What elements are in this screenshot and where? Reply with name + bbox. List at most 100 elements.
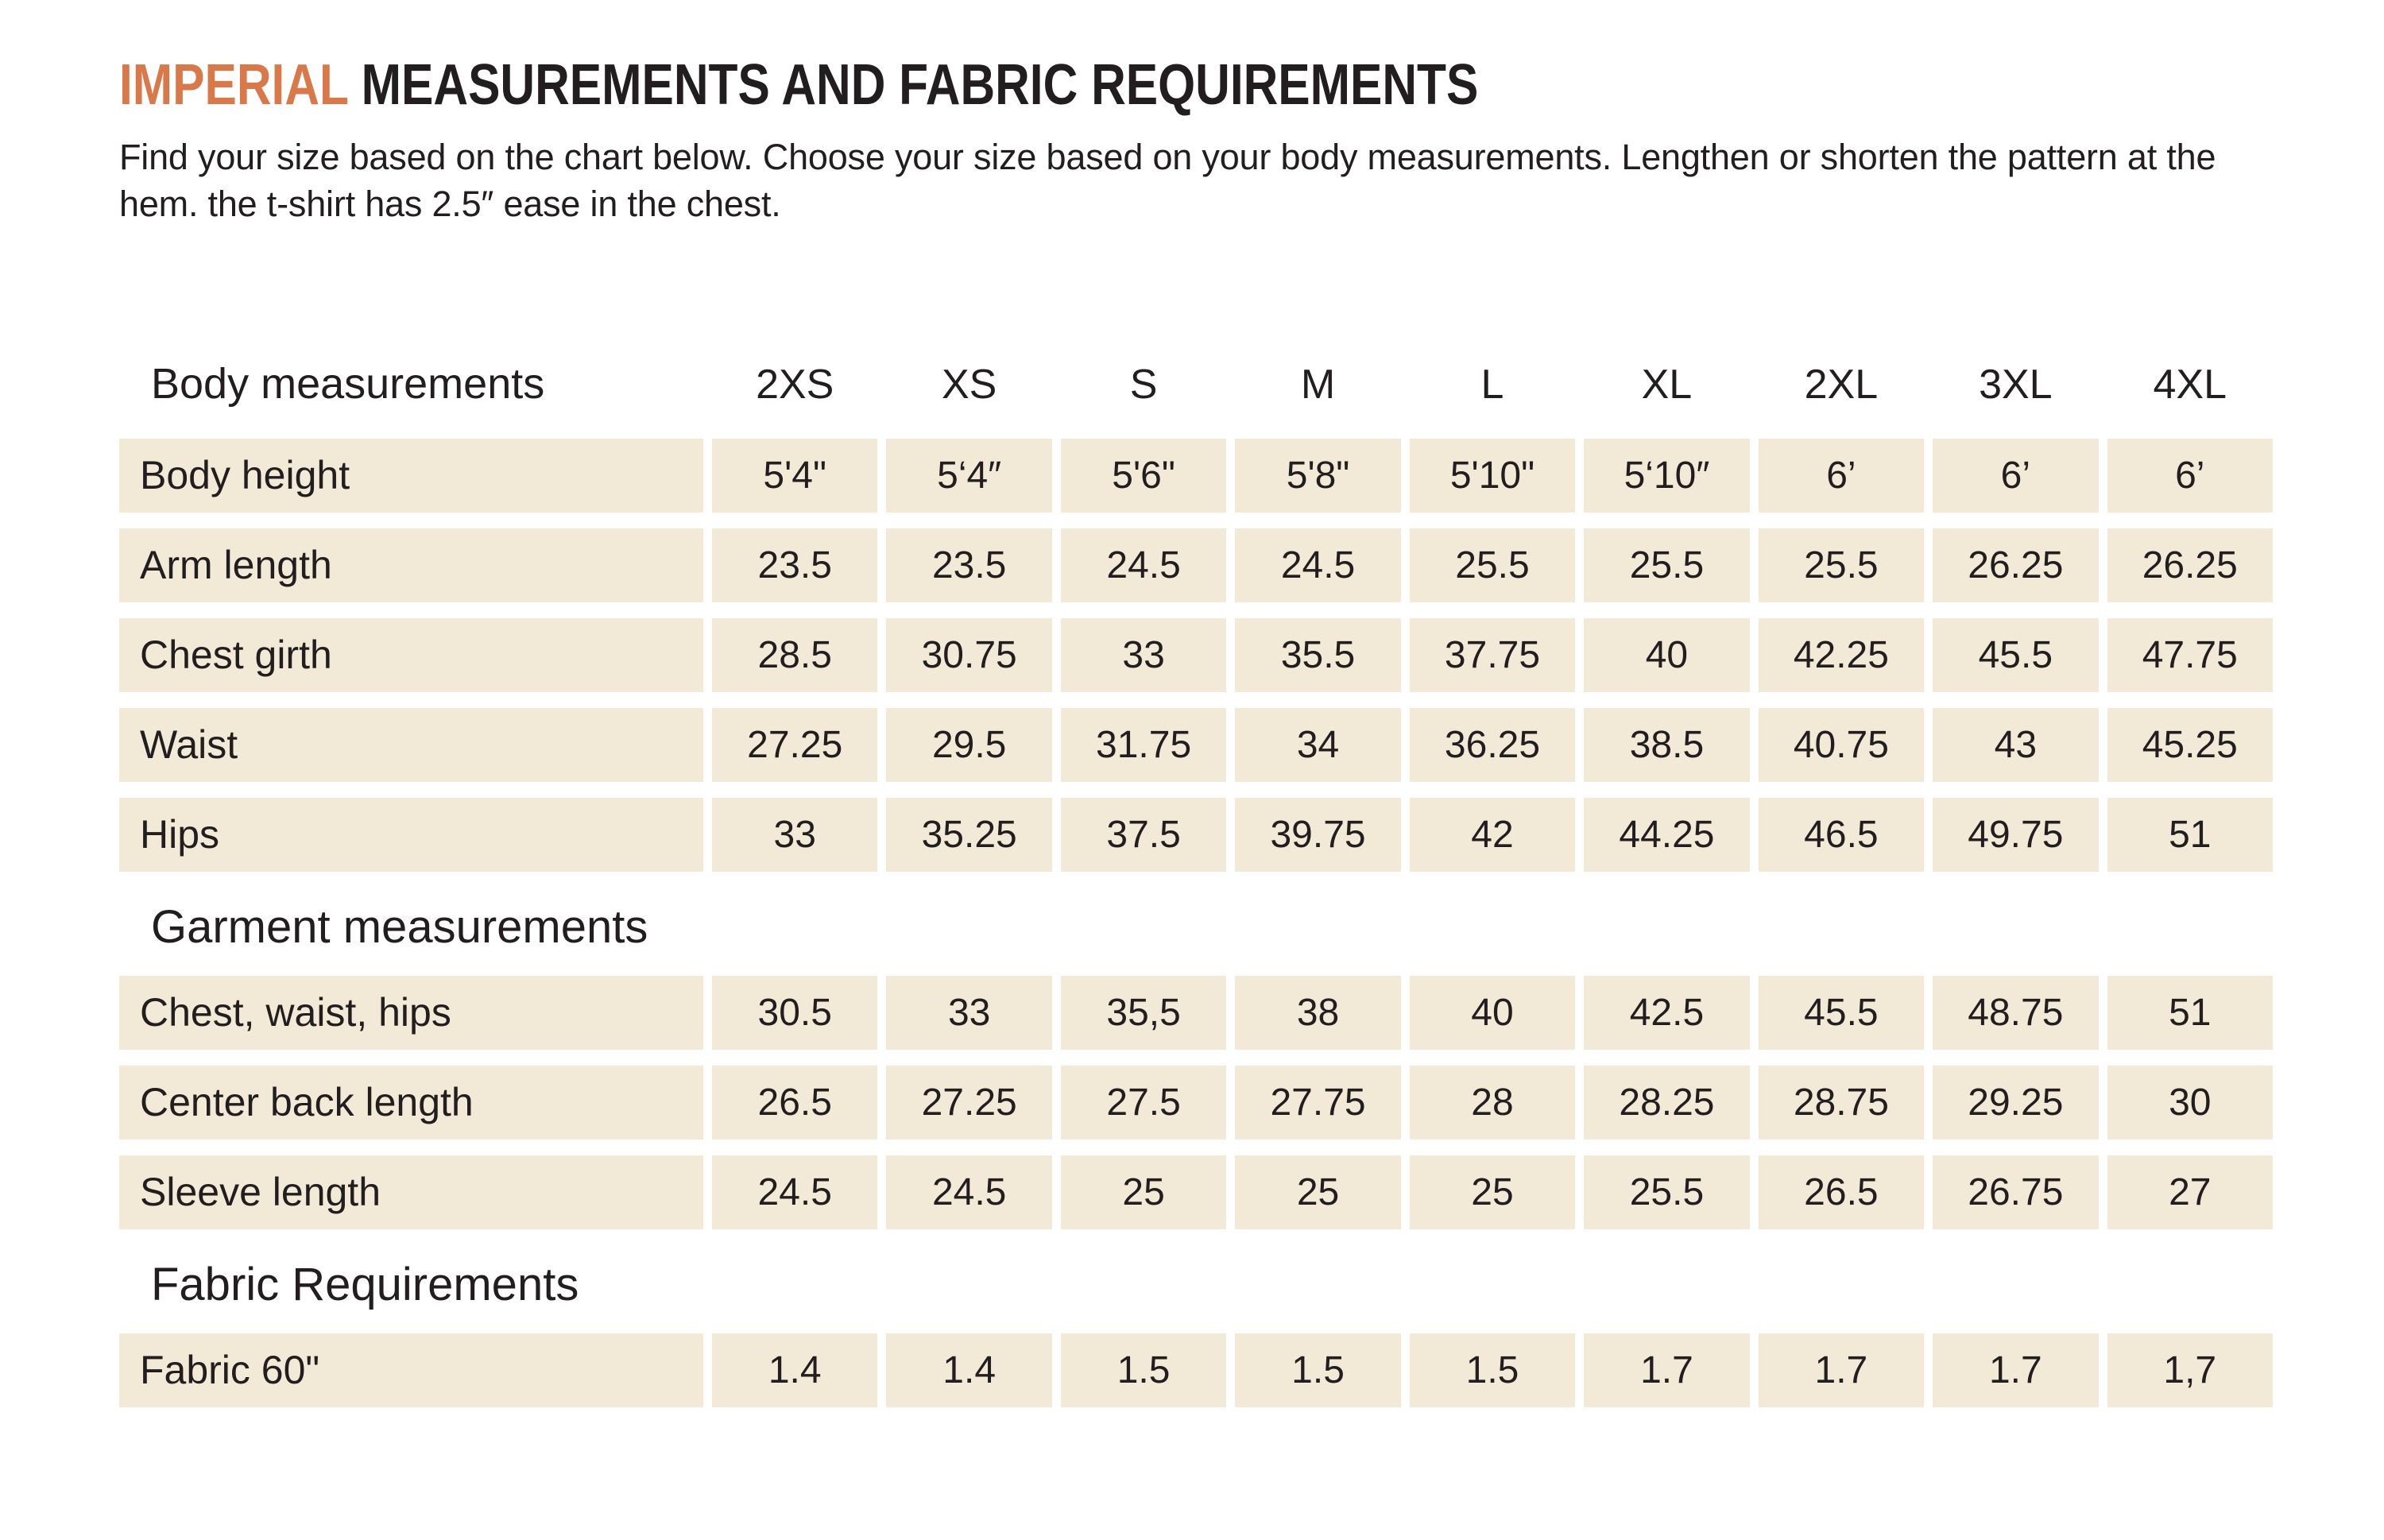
table-cell: 5'10" (1409, 438, 1576, 513)
table-cell: 28 (1409, 1065, 1576, 1140)
table-cell: 33 (886, 975, 1052, 1050)
table-cell: 40 (1409, 975, 1576, 1050)
table-cell: 1.4 (886, 1333, 1052, 1407)
table-cell: 35.5 (1235, 617, 1401, 692)
table-cell: 25 (1409, 1155, 1576, 1229)
table-cell: 29.25 (1933, 1065, 2099, 1140)
table-cell: 33 (712, 797, 878, 872)
column-header-size-4xl: 4XL (2153, 361, 2227, 408)
table-cell: 1.4 (712, 1333, 878, 1407)
table-cell: 6’ (1933, 438, 2099, 513)
section-heading: Fabric Requirements (151, 1258, 579, 1310)
page-title: IMPERIAL MEASUREMENTS AND FABRIC REQUIRE… (119, 52, 1928, 118)
table-cell: 30 (2107, 1065, 2273, 1140)
table-cell: 33 (1060, 617, 1227, 692)
table-cell: 46.5 (1758, 797, 1925, 872)
table-cell: 1.5 (1409, 1333, 1576, 1407)
table-cell: 27.5 (1060, 1065, 1227, 1140)
table-cell: 27.25 (712, 707, 878, 782)
table-cell: 5'4" (712, 438, 878, 513)
row-label: Fabric 60" (119, 1333, 703, 1407)
column-header-size-2xs: 2XS (756, 361, 834, 408)
page-title-highlight: IMPERIAL (119, 53, 348, 117)
table-cell: 28.5 (712, 617, 878, 692)
table-cell: 47.75 (2107, 617, 2273, 692)
table-cell: 48.75 (1933, 975, 2099, 1050)
table-cell: 6’ (1758, 438, 1925, 513)
row-label: Chest, waist, hips (119, 975, 703, 1050)
table-cell: 49.75 (1933, 797, 2099, 872)
table-cell: 51 (2107, 975, 2273, 1050)
table-cell: 26.5 (712, 1065, 878, 1140)
table-cell: 1,7 (2107, 1333, 2273, 1407)
table-cell: 31.75 (1060, 707, 1227, 782)
size-table: Body measurements 2XS XS S M L XL 2XL 3XL 4XL Body… (119, 359, 2273, 1407)
table-cell: 6’ (2107, 438, 2273, 513)
table-cell: 40.75 (1758, 707, 1925, 782)
row-label: Hips (119, 797, 703, 872)
page-title-rest: MEASUREMENTS AND FABRIC REQUIREMENTS (347, 53, 1479, 117)
table-cell: 35,5 (1060, 975, 1227, 1050)
column-header-size-xl: XL (1641, 361, 1693, 408)
table-cell: 1.5 (1060, 1333, 1227, 1407)
table-cell: 37.5 (1060, 797, 1227, 872)
column-header-size-l: L (1480, 361, 1504, 408)
table-cell: 23.5 (712, 528, 878, 602)
table-cell: 24.5 (1060, 528, 1227, 602)
table-cell: 45.25 (2107, 707, 2273, 782)
table-cell: 25 (1235, 1155, 1401, 1229)
table-cell: 26.25 (1933, 528, 2099, 602)
table-cell: 1.7 (1584, 1333, 1750, 1407)
table-cell: 35.25 (886, 797, 1052, 872)
column-header-label: Body measurements (151, 359, 545, 408)
table-cell: 1.7 (1933, 1333, 2099, 1407)
row-label: Center back length (119, 1065, 703, 1140)
table-cell: 28.75 (1758, 1065, 1925, 1140)
section-heading: Garment measurements (151, 900, 648, 953)
table-cell: 51 (2107, 797, 2273, 872)
table-cell: 27.25 (886, 1065, 1052, 1140)
table-cell: 25.5 (1409, 528, 1576, 602)
table-cell: 25.5 (1584, 528, 1750, 602)
table-cell: 45.5 (1758, 975, 1925, 1050)
table-cell: 23.5 (886, 528, 1052, 602)
table-cell: 26.25 (2107, 528, 2273, 602)
table-cell: 38 (1235, 975, 1401, 1050)
table-cell: 28.25 (1584, 1065, 1750, 1140)
table-cell: 5'8" (1235, 438, 1401, 513)
table-cell: 39.75 (1235, 797, 1401, 872)
table-cell: 27 (2107, 1155, 2273, 1229)
size-chart-page: IMPERIAL MEASUREMENTS AND FABRIC REQUIRE… (119, 52, 2273, 1407)
column-header-size-2xl: 2XL (1804, 361, 1879, 408)
table-cell: 26.75 (1933, 1155, 2099, 1229)
table-cell: 30.75 (886, 617, 1052, 692)
table-cell: 1.7 (1758, 1333, 1925, 1407)
table-cell: 34 (1235, 707, 1401, 782)
table-cell: 43 (1933, 707, 2099, 782)
table-cell: 25.5 (1584, 1155, 1750, 1229)
table-cell: 38.5 (1584, 707, 1750, 782)
column-header-size-3xl: 3XL (1979, 361, 2053, 408)
row-label: Waist (119, 707, 703, 782)
table-cell: 29.5 (886, 707, 1052, 782)
column-header-size-xs: XS (941, 361, 997, 408)
table-cell: 24.5 (712, 1155, 878, 1229)
table-cell: 44.25 (1584, 797, 1750, 872)
table-cell: 24.5 (1235, 528, 1401, 602)
table-cell: 26.5 (1758, 1155, 1925, 1229)
table-cell: 1.5 (1235, 1333, 1401, 1407)
table-cell: 25 (1060, 1155, 1227, 1229)
table-cell: 42.5 (1584, 975, 1750, 1050)
table-cell: 42 (1409, 797, 1576, 872)
table-cell: 25.5 (1758, 528, 1925, 602)
table-cell: 5‘4″ (886, 438, 1052, 513)
page-subtitle: Find your size based on the chart below.… (119, 137, 2216, 225)
table-cell: 40 (1584, 617, 1750, 692)
table-cell: 24.5 (886, 1155, 1052, 1229)
table-cell: 42.25 (1758, 617, 1925, 692)
table-cell: 45.5 (1933, 617, 2099, 692)
row-label: Chest girth (119, 617, 703, 692)
row-label: Arm length (119, 528, 703, 602)
row-label: Body height (119, 438, 703, 513)
table-cell: 5‘10″ (1584, 438, 1750, 513)
